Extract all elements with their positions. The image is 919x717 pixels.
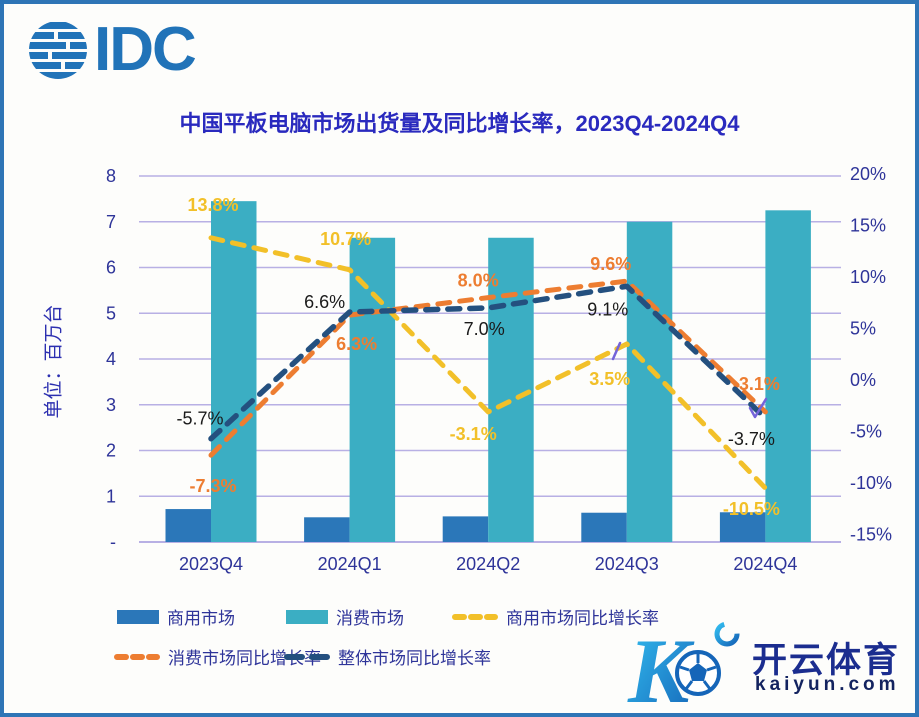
- y-axis-tick: 1: [106, 486, 116, 506]
- legend-label: 整体市场同比增长率: [338, 649, 491, 668]
- bar-consumer-2024Q4: [765, 210, 811, 542]
- purple-check-mark: [748, 397, 768, 419]
- x-axis-label: 2024Q2: [456, 554, 520, 574]
- y-axis-tick: -: [110, 532, 116, 552]
- data-label: -3.7%: [728, 429, 775, 449]
- data-label: -3.1%: [733, 374, 780, 394]
- legend-label: 商用市场: [167, 609, 235, 628]
- data-label: -10.5%: [723, 499, 780, 519]
- y2-axis-tick: 0%: [850, 370, 876, 390]
- purple-slash-mark: [611, 341, 622, 361]
- chart-canvas: 8 7 6 5 4 3 2 1 - 20% 15% 10% 5% 0% -5% -10% -15% 2023Q4 2…: [106, 164, 892, 574]
- y-axis-tick: 6: [106, 258, 116, 278]
- y2-axis-tick: 15%: [850, 216, 886, 236]
- y2-axis-tick: 5%: [850, 319, 876, 339]
- bar-commercial-2023Q4: [165, 509, 211, 542]
- chart-title: 中国平板电脑市场出货量及同比增长率，2023Q4-2024Q4: [179, 111, 740, 136]
- kaiyun-domain-text: kaiyun.com: [755, 674, 900, 695]
- data-label: 10.7%: [320, 229, 371, 249]
- x-axis-label: 2024Q4: [733, 554, 797, 574]
- y2-axis-tick: 10%: [850, 267, 886, 287]
- y2-axis-tick: 20%: [850, 164, 886, 184]
- idc-logo-text: IDC: [94, 15, 197, 84]
- bar-consumer-2024Q1: [349, 237, 396, 542]
- growth-line-0: [208, 235, 768, 491]
- idc-logo: IDC: [28, 15, 197, 84]
- data-label: 6.3%: [336, 334, 377, 354]
- growth-line-1: [208, 278, 768, 458]
- legend-swatch-consumer: [286, 609, 328, 624]
- bar-commercial-2024Q1: [304, 517, 350, 542]
- y-axis-tick: 8: [106, 166, 116, 186]
- legend-item-consumer-growth: 消费市场同比增长率: [114, 644, 321, 669]
- y2-axis-tick: -5%: [850, 422, 882, 442]
- growth-line-2: [208, 283, 769, 442]
- x-axis-label: 2023Q4: [179, 554, 243, 574]
- legend-swatch-commercial-growth: [452, 613, 498, 620]
- legend-item-overall-growth: 整体市场同比增长率: [284, 644, 491, 669]
- legend-label: 商用市场同比增长率: [506, 609, 659, 628]
- legend-swatch-commercial: [117, 609, 159, 624]
- legend-swatch-consumer-growth: [114, 653, 160, 660]
- data-label: -5.7%: [176, 409, 223, 429]
- bar-consumer-2023Q4: [211, 201, 257, 542]
- legend-item-commercial-growth: 商用市场同比增长率: [452, 604, 659, 629]
- y2-axis-tick: -10%: [850, 473, 892, 493]
- data-label: 9.6%: [590, 254, 631, 274]
- legend-item-consumer-bar: 消费市场: [286, 604, 404, 629]
- x-axis-label: 2024Q3: [595, 554, 659, 574]
- kaiyun-brand-text: 开云体育: [752, 641, 901, 680]
- data-label: -7.3%: [189, 476, 236, 496]
- data-label: 3.5%: [589, 369, 630, 389]
- data-label: 9.1%: [587, 299, 628, 319]
- bar-commercial-2024Q4: [719, 512, 766, 542]
- y2-axis-tick: -15%: [850, 525, 892, 545]
- data-label: 8.0%: [458, 271, 499, 291]
- legend-label: 消费市场: [336, 609, 404, 628]
- bar-consumer-2024Q2: [488, 237, 534, 542]
- x-axis-label: 2024Q1: [318, 554, 382, 574]
- y-axis-tick: 3: [106, 395, 116, 415]
- y-axis-tick: 2: [106, 441, 116, 461]
- data-label: 13.8%: [187, 195, 238, 215]
- data-label: 7.0%: [464, 319, 505, 339]
- data-label: -3.1%: [450, 424, 497, 444]
- kaiyun-watermark: K 开云体育 kaiyun.com: [626, 618, 914, 713]
- bar-commercial-2024Q2: [442, 516, 489, 542]
- legend-swatch-overall-growth: [284, 653, 330, 660]
- bar-commercial-2024Q3: [581, 512, 627, 542]
- idc-globe-icon: [29, 22, 87, 79]
- data-label: 6.6%: [304, 292, 345, 312]
- legend-item-commercial-bar: 商用市场: [117, 604, 235, 629]
- y-axis-tick: 5: [106, 303, 116, 323]
- y-axis-tick: 4: [106, 349, 116, 369]
- legend-label: 消费市场同比增长率: [168, 649, 321, 668]
- y-axis-tick: 7: [106, 212, 116, 232]
- kaiyun-logo-icon: K: [627, 620, 740, 713]
